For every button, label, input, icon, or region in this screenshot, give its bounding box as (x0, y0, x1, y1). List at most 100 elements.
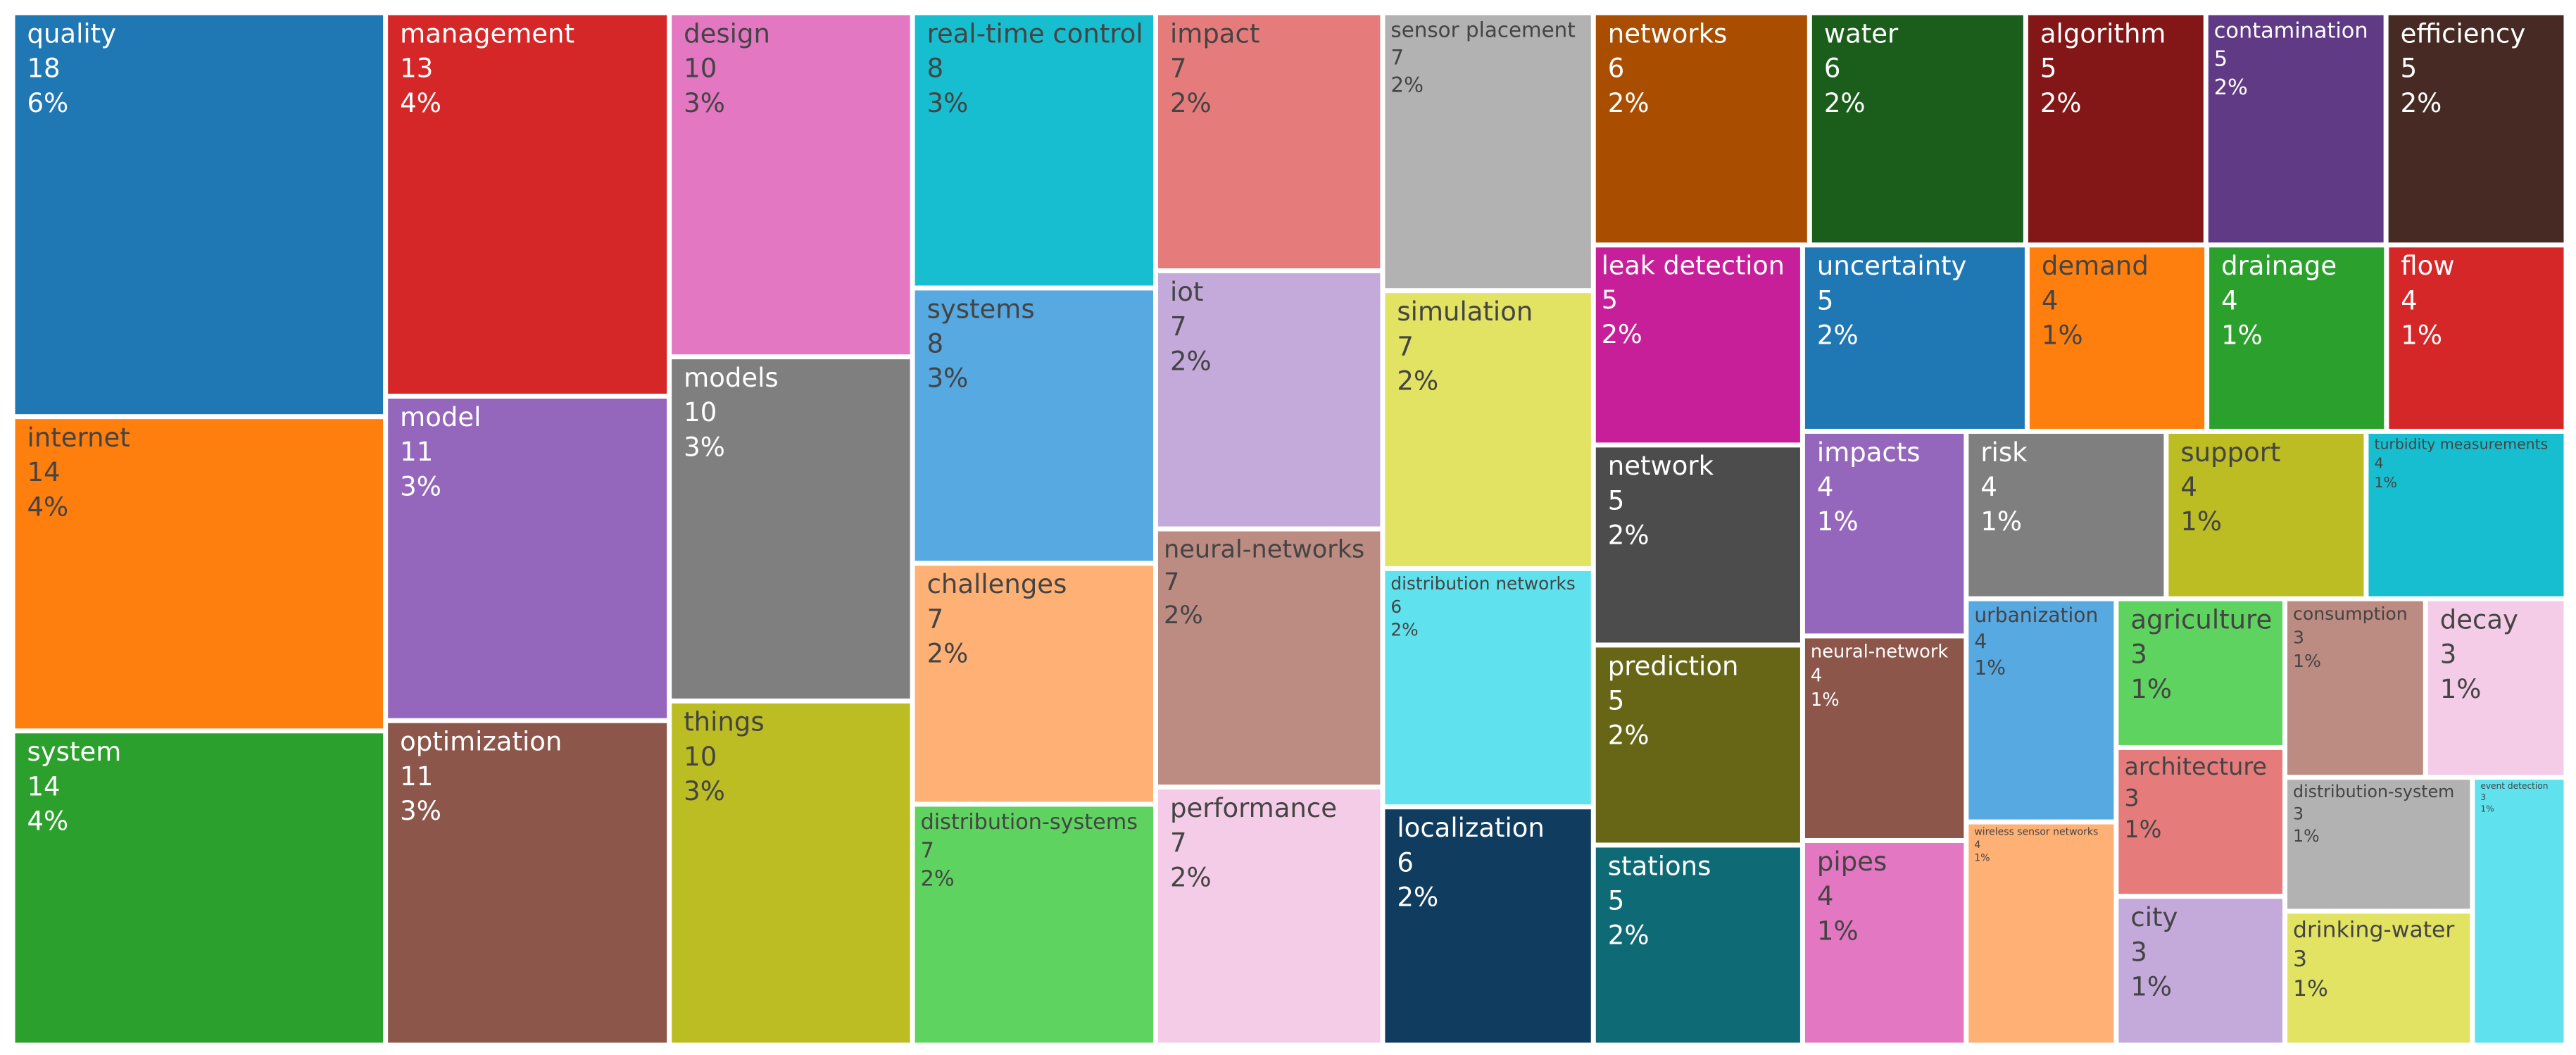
tile-share: 2% (1608, 88, 1650, 118)
tile-rect (388, 15, 667, 394)
tile-value: 3 (2124, 785, 2139, 812)
tile-rect (1385, 570, 1591, 805)
tile-value: 6 (1608, 54, 1625, 84)
tile-share: 2% (1390, 73, 1424, 96)
tile-value: 11 (400, 437, 433, 467)
tile-share: 3% (684, 776, 725, 806)
tile-share: 2% (1397, 882, 1438, 912)
tile-rect (672, 15, 910, 355)
tile-share: 2% (2401, 88, 2442, 118)
tile-share: 2% (1817, 320, 1859, 351)
tile-rect (15, 15, 384, 415)
tile-value: 18 (27, 54, 61, 84)
tile-rect (1595, 647, 1800, 843)
tile-rect (915, 15, 1154, 286)
tile: things 10 3% (672, 703, 910, 1043)
tile-share: 3% (400, 796, 441, 826)
tile-value: 4 (2374, 455, 2383, 472)
tile-share: 2% (1602, 319, 1642, 349)
tile-label: contamination (2214, 18, 2368, 43)
tile-value: 5 (1602, 285, 1618, 315)
tile-share: 2% (2040, 88, 2082, 118)
tile: leak detection 5 2% (1595, 247, 1800, 443)
tile-label: distribution networks (1390, 573, 1575, 594)
tile-share: 4% (27, 492, 69, 522)
tile-rect (1595, 847, 1800, 1043)
tile-rect (1595, 15, 1807, 243)
tile-value: 4 (1811, 666, 1822, 687)
tile-share: 1% (2401, 320, 2442, 351)
tile-value: 6 (1824, 54, 1841, 84)
tile-label: city (2130, 902, 2178, 932)
tile-value: 8 (927, 54, 944, 84)
tile-label: localization (1397, 813, 1544, 843)
tile: support 4 1% (2168, 433, 2364, 597)
tile: drinking-water 3 1% (2287, 913, 2470, 1043)
tile-value: 5 (1608, 685, 1625, 716)
tile-value: 3 (2130, 937, 2147, 967)
tile-label: real-time control (927, 18, 1143, 49)
tile-rect (2475, 780, 2564, 1043)
tile: distribution-system 31% (2287, 780, 2470, 909)
tile-rect (1158, 531, 1381, 785)
tile-share: 2% (1170, 862, 1212, 892)
tile-rect (2029, 247, 2205, 429)
tile-share: 3% (684, 432, 725, 462)
tile: risk 4 1% (1968, 433, 2164, 597)
tile: turbidity measurements 4 1% (2368, 433, 2564, 597)
tile-share: 2% (1824, 88, 1866, 118)
tile-value: 4 (1817, 472, 1834, 502)
tile: pipes 4 1% (1804, 842, 1964, 1043)
tile-label: optimization (400, 727, 562, 757)
tile: quality 18 6% (15, 15, 384, 415)
tile-label: distribution-systems (921, 810, 1138, 835)
tile-label: leak detection (1602, 251, 1785, 281)
tile-rect (672, 703, 910, 1043)
tile-label: simulation (1397, 296, 1533, 327)
tile-rect (2389, 247, 2564, 429)
tile-label: risk (1980, 437, 2028, 468)
tile: design 10 3% (672, 15, 910, 355)
tile: consumption 3 1% (2287, 601, 2423, 775)
tile-rect (2368, 433, 2564, 597)
tile-rect (2208, 15, 2384, 243)
tile-label: internet (27, 423, 130, 453)
tile-rect (2118, 601, 2283, 745)
tile-rect (672, 359, 910, 699)
tile-rect (1811, 15, 2023, 243)
tile-value: 7 (927, 604, 944, 634)
tile-share: 2% (1608, 920, 1650, 951)
tile-share: 2% (1170, 88, 1212, 118)
tile-label: efficiency (2401, 18, 2526, 49)
tile: iot 7 2% (1158, 273, 1381, 527)
tile-rect (1804, 842, 1964, 1043)
tile-label: drainage (2221, 251, 2337, 281)
tile: distribution networks 6 2% (1385, 570, 1591, 805)
tile-rect (2287, 780, 2470, 909)
tile: optimization 11 3% (388, 723, 667, 1043)
tile-share: 1% (1980, 506, 2022, 537)
tile-share: 1% (1974, 853, 1990, 864)
tile-label: consumption (2293, 604, 2408, 624)
tile-label: pipes (1817, 847, 1887, 877)
tile: impact 7 2% (1158, 15, 1381, 268)
tile-value: 3 (2293, 627, 2304, 647)
tile-value: 4 (1974, 630, 1987, 654)
tile-rect (1968, 433, 2164, 597)
tile-rect (915, 806, 1154, 1043)
tile-label: neural-network (1811, 641, 1949, 662)
tile-rect (1385, 809, 1591, 1043)
tile: distribution-systems 7 2% (915, 806, 1154, 1043)
tile-value: 14 (27, 771, 61, 801)
tile-value: 5 (2214, 47, 2228, 72)
tile-share: 2% (1608, 520, 1650, 551)
tile-label: models (684, 363, 778, 393)
tile-value: 3 (2480, 792, 2486, 802)
tile-value: 3 (2293, 804, 2304, 824)
tile: models 10 3% (672, 359, 910, 699)
tile-share: 6% (27, 88, 69, 118)
tile-value: 5 (1608, 485, 1625, 516)
tile-label: urbanization (1974, 604, 2098, 627)
